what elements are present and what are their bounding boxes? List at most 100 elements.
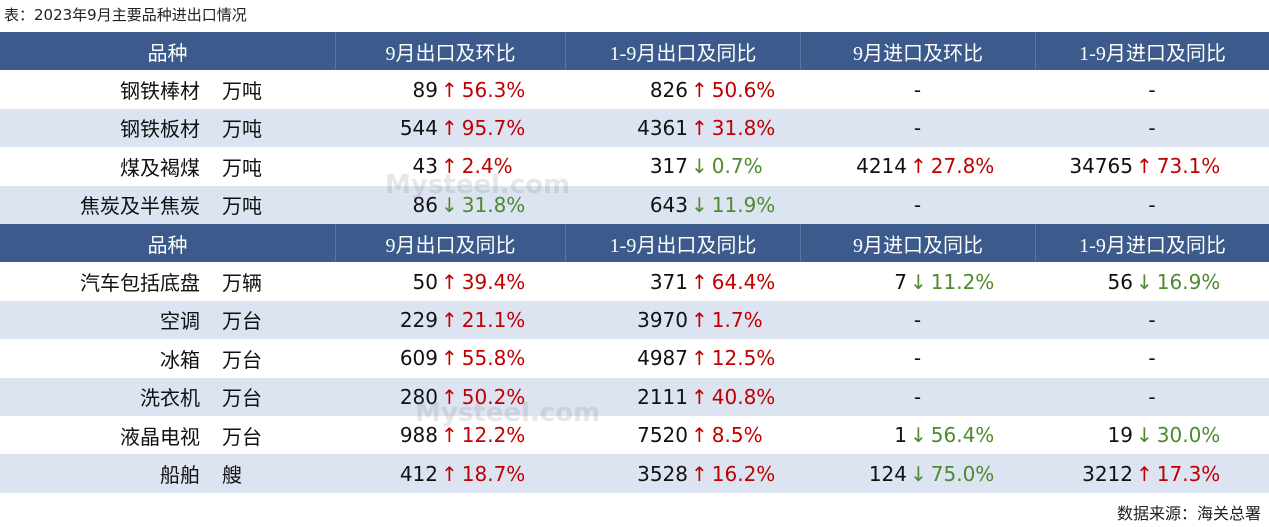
header-cell: 9月出口及环比 <box>335 32 565 71</box>
arrow: ↑ <box>910 154 927 179</box>
change: 18.7% <box>461 461 526 486</box>
value: 544 <box>399 115 438 140</box>
item-unit: 万辆 <box>222 271 262 296</box>
arrow: ↑ <box>1136 461 1153 486</box>
empty-mark: - <box>913 192 922 217</box>
value: 19 <box>1107 423 1133 448</box>
header-cell: 9月出口及同比 <box>335 224 565 263</box>
item-unit: 万吨 <box>222 155 262 180</box>
watermark: Mysteel.com <box>385 170 571 200</box>
arrow: ↑ <box>441 154 458 179</box>
value: 826 <box>649 77 688 102</box>
value-cell: 643 ↓ 11.9% <box>565 185 800 224</box>
arrow: ↑ <box>691 77 708 102</box>
value-cell: 3212 ↑ 17.3% <box>1035 454 1269 493</box>
value-cell: 56 ↓ 16.9% <box>1035 262 1269 300</box>
item-name: 冰箱 <box>160 347 200 372</box>
arrow: ↑ <box>441 307 458 332</box>
value: 124 <box>868 461 907 486</box>
value: 7 <box>894 269 907 294</box>
value-cell: - <box>800 300 1035 340</box>
value: 4987 <box>637 346 688 371</box>
value-cell: 43 ↑ 2.4% <box>335 147 565 185</box>
change: 73.1% <box>1156 154 1221 179</box>
name-cell: 洗衣机 万台 <box>0 377 335 416</box>
value-cell: 4361 ↑ 31.8% <box>565 108 800 148</box>
value: 988 <box>399 423 438 448</box>
arrow: ↑ <box>441 346 458 371</box>
item-name: 钢铁棒材 <box>120 79 200 104</box>
value-cell: 544 ↑ 95.7% <box>335 108 565 148</box>
value-cell: 34765 ↑ 73.1% <box>1035 147 1269 185</box>
change: 12.5% <box>711 346 776 371</box>
empty-mark: - <box>1148 77 1156 102</box>
item-name: 液晶电视 <box>120 424 200 449</box>
arrow: ↑ <box>691 384 708 409</box>
change: 27.8% <box>930 154 995 179</box>
arrow: ↑ <box>441 384 458 409</box>
value-cell: 412 ↑ 18.7% <box>335 454 565 493</box>
empty-mark: - <box>1148 346 1156 371</box>
item-name: 煤及褐煤 <box>120 155 200 180</box>
value-cell: 3528 ↑ 16.2% <box>565 454 800 493</box>
value: 3970 <box>637 307 688 332</box>
item-name: 洗衣机 <box>140 386 200 411</box>
value: 412 <box>399 461 438 486</box>
arrow: ↓ <box>910 269 927 294</box>
value-cell: - <box>800 70 1035 108</box>
value: 50 <box>412 269 438 294</box>
arrow: ↑ <box>441 423 458 448</box>
value-cell: 988 ↑ 12.2% <box>335 416 565 454</box>
value: 280 <box>399 384 438 409</box>
value: 4361 <box>637 115 688 140</box>
change: 56.4% <box>930 423 995 448</box>
name-cell: 焦炭及半焦炭 万吨 <box>0 185 335 224</box>
value-cell: - <box>1035 300 1269 340</box>
name-cell: 钢铁板材 万吨 <box>0 108 335 148</box>
change: 1.7% <box>711 307 763 332</box>
name-cell: 船舶艘 <box>0 454 335 493</box>
change: 40.8% <box>711 384 776 409</box>
value-cell: - <box>800 185 1035 224</box>
header-cell: 9月进口及同比 <box>800 224 1035 263</box>
empty-mark: - <box>913 77 922 102</box>
caption: 表：2023年9月主要品种进出口情况 <box>4 6 247 24</box>
value: 1 <box>894 423 907 448</box>
value-cell: - <box>800 377 1035 416</box>
value-cell: 3970 ↑ 1.7% <box>565 300 800 340</box>
change: 55.8% <box>461 346 526 371</box>
value-cell: 229 ↑ 21.1% <box>335 300 565 340</box>
change: 50.6% <box>711 77 776 102</box>
value: 3528 <box>637 461 688 486</box>
item-unit: 万吨 <box>222 117 262 142</box>
empty-mark: - <box>913 384 922 409</box>
change: 16.9% <box>1156 269 1221 294</box>
change: 11.9% <box>711 192 776 217</box>
change: 17.3% <box>1156 461 1221 486</box>
value: 89 <box>412 77 438 102</box>
item-unit: 万吨 <box>222 79 262 104</box>
arrow: ↓ <box>1136 269 1153 294</box>
value-cell: 280 ↑ 50.2% <box>335 377 565 416</box>
empty-mark: - <box>913 346 922 371</box>
empty-mark: - <box>913 115 922 140</box>
arrow: ↑ <box>441 461 458 486</box>
value: 4214 <box>856 154 907 179</box>
change: 75.0% <box>930 461 995 486</box>
arrow: ↑ <box>691 269 708 294</box>
arrow: ↑ <box>441 77 458 102</box>
change: 64.4% <box>711 269 776 294</box>
arrow: ↓ <box>441 192 458 217</box>
change: 30.0% <box>1156 423 1221 448</box>
value-cell: 317 ↓ 0.7% <box>565 147 800 185</box>
change: 8.5% <box>711 423 763 448</box>
header-cell: 9月进口及环比 <box>800 32 1035 71</box>
empty-mark: - <box>913 307 922 332</box>
value-cell: 4987 ↑ 12.5% <box>565 339 800 377</box>
arrow: ↓ <box>910 423 927 448</box>
value-cell: - <box>1035 108 1269 148</box>
source: 数据来源：海关总署 <box>1116 504 1261 523</box>
value: 56 <box>1107 269 1133 294</box>
name-cell: 汽车包括底盘 万辆 <box>0 262 335 300</box>
